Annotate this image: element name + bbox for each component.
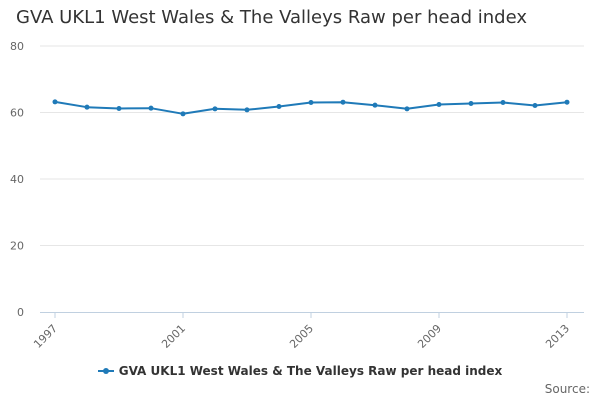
legend-item[interactable]: GVA UKL1 West Wales & The Valleys Raw pe… [0,364,600,378]
data-point [52,99,58,105]
data-point [244,107,250,113]
x-tick-label: 2009 [415,322,444,351]
data-point [340,99,346,105]
y-tick-label: 20 [10,240,24,253]
y-tick-label: 0 [17,306,24,319]
legend-label: GVA UKL1 West Wales & The Valleys Raw pe… [118,364,503,378]
source-credit: Source: [544,382,590,396]
data-point [372,102,378,108]
data-point [404,106,410,112]
y-tick-label: 40 [10,173,24,186]
data-point [116,106,122,112]
y-tick-label: 60 [10,107,24,120]
y-tick-label: 80 [10,40,24,53]
legend-line-marker-icon [97,367,114,374]
data-point [148,105,154,111]
x-tick-label: 1997 [31,322,60,351]
data-point [468,101,474,107]
data-point [180,111,186,117]
data-point [564,99,570,105]
data-point [84,104,90,110]
data-point [532,103,538,109]
x-tick-label: 2001 [159,322,188,351]
data-point [500,100,506,106]
chart-title: GVA UKL1 West Wales & The Valleys Raw pe… [16,7,527,28]
data-point [308,100,314,106]
data-point [276,104,282,110]
data-point [212,106,218,112]
x-tick-label: 2013 [543,322,572,351]
x-tick-label: 2005 [287,322,316,351]
data-point [436,102,442,108]
